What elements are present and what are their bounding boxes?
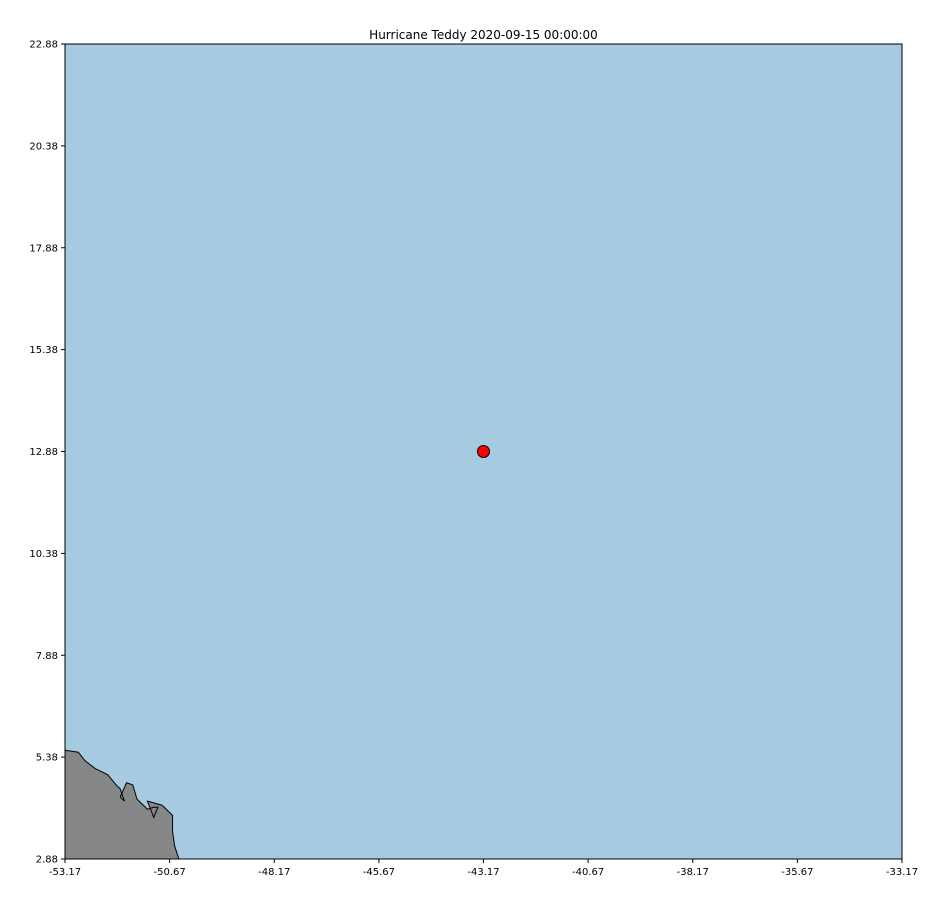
- x-axis: -53.17 -50.67 -48.17 -45.67 -43.17 -40.67 -38.…: [49, 859, 918, 878]
- storm-position-point: [477, 445, 490, 458]
- x-tick-label: -48.17: [258, 867, 290, 878]
- y-tick-label: 22.88: [29, 40, 58, 51]
- x-tick-label: -43.17: [467, 867, 499, 878]
- chart-title: Hurricane Teddy 2020-09-15 00:00:00: [369, 28, 598, 42]
- y-tick-label: 2.88: [36, 855, 58, 866]
- storm-points-layer: [477, 445, 490, 458]
- y-tick-label: 5.38: [36, 753, 58, 764]
- y-tick-label: 7.88: [36, 651, 58, 662]
- x-tick-label: -35.67: [781, 867, 813, 878]
- x-tick-label: -33.17: [886, 867, 918, 878]
- y-tick-label: 17.88: [29, 243, 58, 254]
- x-tick-label: -38.17: [677, 867, 709, 878]
- land-mass: [64, 749, 180, 860]
- y-tick-label: 12.88: [29, 447, 58, 458]
- y-tick-label: 15.38: [29, 345, 58, 356]
- y-tick-label: 10.38: [29, 549, 58, 560]
- y-axis: 22.88 20.38 17.88 15.38 12.88 10.38 7.88 5.38 2.…: [29, 40, 65, 866]
- x-tick-label: -53.17: [49, 867, 81, 878]
- x-tick-label: -50.67: [154, 867, 186, 878]
- x-tick-label: -45.67: [363, 867, 395, 878]
- y-tick-label: 20.38: [29, 141, 58, 152]
- land-layer: [64, 749, 180, 860]
- x-tick-label: -40.67: [572, 867, 604, 878]
